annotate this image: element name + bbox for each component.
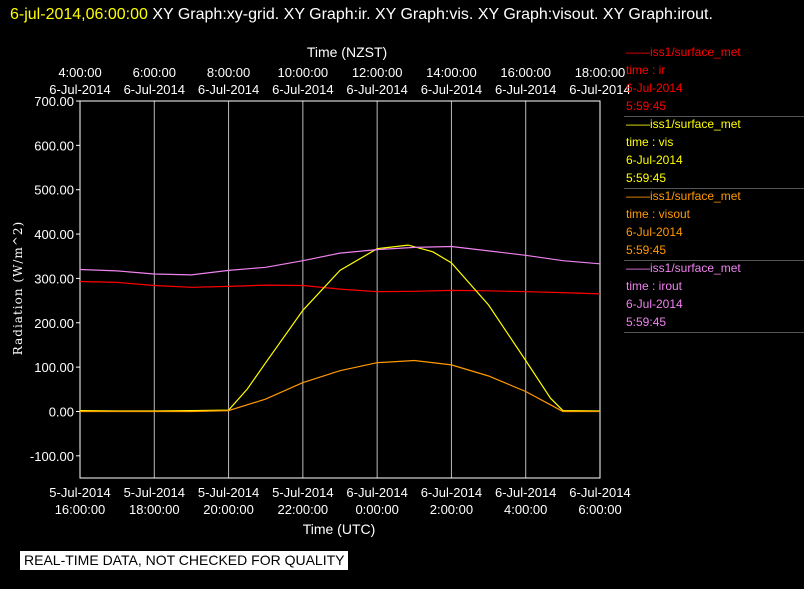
legend-text: 5:59:45 [626, 171, 667, 185]
y-tick-label: -100.00 [30, 449, 74, 464]
x-top-tick-label: 6-Jul-2014 [495, 82, 556, 97]
x-top-tick-label: 6-Jul-2014 [272, 82, 333, 97]
x-top-tick-label: 8:00:00 [207, 65, 250, 80]
legend-text: 5:59:45 [626, 99, 667, 113]
legend-text: 6-Jul-2014 [626, 225, 683, 239]
legend-text: 6-Jul-2014 [626, 297, 683, 311]
legend-text: ——iss1/surface_met [626, 189, 741, 203]
y-axis: 700.00 600.00 500.00 400.00 300.00 200.00 100.… [30, 94, 80, 464]
x-tick-label: 22:00:00 [278, 502, 329, 517]
series-line-1 [79, 244, 601, 412]
x-tick-label: 5-Jul-2014 [124, 485, 185, 500]
x-axis-bottom: 5-Jul-2014 16:00:00 5-Jul-2014 18:00:00 5-Ju… [49, 485, 630, 517]
x-top-tick-label: 6:00:00 [133, 65, 176, 80]
x-top-tick-label: 6-Jul-2014 [124, 82, 185, 97]
x-top-tick-label: 6-Jul-2014 [198, 82, 259, 97]
y-tick-label: 300.00 [34, 271, 74, 286]
series-line-3 [79, 245, 601, 276]
x-top-tick-label: 14:00:00 [426, 65, 477, 80]
legend-text: ——iss1/surface_met [626, 261, 741, 275]
x-tick-label: 6:00:00 [578, 502, 621, 517]
legend-divider [624, 116, 804, 117]
legend-text: ——iss1/surface_met [626, 117, 741, 131]
x-top-tick-label: 10:00:00 [278, 65, 329, 80]
legend-text: 5:59:45 [626, 243, 667, 257]
x-tick-label: 18:00:00 [129, 502, 180, 517]
y-tick-label: 100.00 [34, 360, 74, 375]
legend-text: time : visout [626, 207, 691, 221]
legend-text: 6-Jul-2014 [626, 81, 683, 95]
x-top-tick-label: 18:00:00 [575, 65, 626, 80]
legend-text: time : vis [626, 135, 674, 149]
x-tick-label: 5-Jul-2014 [198, 485, 259, 500]
y-tick-label: 0.00 [49, 404, 74, 419]
x-tick-label: 6-Jul-2014 [421, 485, 482, 500]
x-tick-label: 2:00:00 [430, 502, 473, 517]
x-tick-label: 6-Jul-2014 [569, 485, 630, 500]
plot-frame [79, 100, 601, 479]
x-tick-label: 0:00:00 [355, 502, 398, 517]
top-axis-label: Time (NZST) [307, 44, 387, 60]
y-tick-label: 700.00 [34, 94, 74, 109]
legend-divider [624, 332, 804, 333]
x-tick-label: 4:00:00 [504, 502, 547, 517]
series-layer [79, 244, 601, 413]
legend-divider [624, 188, 804, 189]
x-top-tick-label: 6-Jul-2014 [49, 82, 110, 97]
y-axis-label: Radiation (W/m^2) [11, 221, 25, 355]
x-axis-label: Time (UTC) [303, 521, 376, 537]
plot-border [79, 100, 601, 479]
y-tick-label: 200.00 [34, 316, 74, 331]
series-line-2 [80, 359, 600, 413]
x-tick-label: 5-Jul-2014 [49, 485, 110, 500]
legend-divider [624, 260, 804, 261]
chart-title: 6-jul-2014,06:00:00 XY Graph:xy-grid. XY… [10, 3, 800, 26]
legend-text: ——iss1/surface_met [626, 45, 741, 59]
y-tick-label: 400.00 [34, 227, 74, 242]
x-tick-label: 16:00:00 [55, 502, 106, 517]
legend-text: time : irout [626, 279, 683, 293]
x-top-tick-label: 6-Jul-2014 [421, 82, 482, 97]
x-tick-label: 20:00:00 [203, 502, 254, 517]
x-top-tick-label: 6-Jul-2014 [346, 82, 407, 97]
legend-text: 5:59:45 [626, 315, 667, 329]
x-top-tick-label: 4:00:00 [58, 65, 101, 80]
x-top-tick-label: 16:00:00 [500, 65, 551, 80]
y-tick-label: 600.00 [34, 138, 74, 153]
x-tick-label: 6-Jul-2014 [495, 485, 556, 500]
graph-list: XY Graph:xy-grid. XY Graph:ir. XY Graph:… [152, 6, 713, 23]
disclaimer-label: REAL-TIME DATA, NOT CHECKED FOR QUALITY [20, 551, 349, 570]
x-tick-label: 5-Jul-2014 [272, 485, 333, 500]
date-label: 6-jul-2014,06:00:00 [10, 6, 148, 23]
grid [153, 101, 527, 478]
x-tick-label: 6-Jul-2014 [346, 485, 407, 500]
x-top-tick-label: 6-Jul-2014 [569, 82, 630, 97]
legend-text: 6-Jul-2014 [626, 153, 683, 167]
legend-text: time : ir [626, 63, 666, 77]
x-top-tick-label: 12:00:00 [352, 65, 403, 80]
y-tick-label: 500.00 [34, 183, 74, 198]
series-line-0 [79, 280, 601, 295]
x-axis-top: 4:00:00 6-Jul-2014 6:00:00 6-Jul-2014 8:00:0… [49, 65, 630, 97]
